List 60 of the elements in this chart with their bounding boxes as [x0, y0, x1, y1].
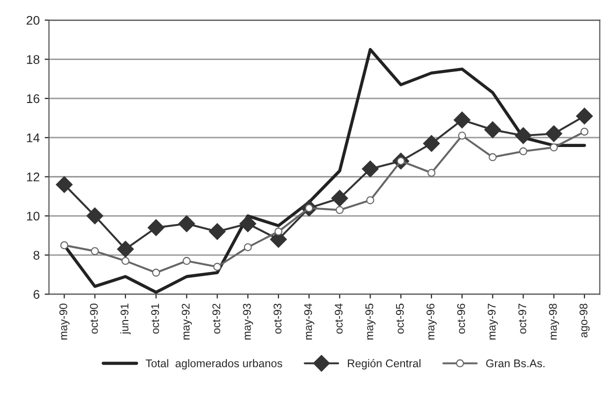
- point: [580, 128, 588, 136]
- point: [121, 256, 130, 265]
- point: [178, 215, 196, 232]
- x-tick-label: may-92: [182, 304, 192, 340]
- x-tick-label: oct-97: [518, 304, 526, 334]
- x-tick-label: may-94: [304, 304, 314, 340]
- x-tick-label: oct-90: [90, 304, 98, 334]
- point: [86, 208, 104, 224]
- legend-label: Región Central: [348, 359, 420, 370]
- y-tick-label: 16: [26, 94, 40, 104]
- point: [244, 243, 252, 252]
- point: [488, 153, 497, 162]
- point: [484, 121, 502, 138]
- y-tick-label: 10: [26, 212, 40, 221]
- legend-label: Gran Bs.As.: [486, 359, 544, 368]
- point: [427, 168, 436, 177]
- point: [366, 196, 374, 204]
- point: [550, 143, 558, 152]
- point: [458, 132, 466, 140]
- point: [362, 160, 379, 178]
- point: [454, 112, 470, 128]
- x-tick-label: may-97: [488, 304, 498, 340]
- point: [208, 223, 226, 240]
- y-tick-label: 18: [26, 55, 40, 64]
- y-tick-label: 6: [34, 290, 40, 299]
- x-tick-label: may-96: [426, 304, 437, 340]
- x-tick-label: oct-92: [212, 304, 220, 334]
- x-tick-label: oct-95: [396, 304, 404, 334]
- y-tick-label: 12: [26, 172, 40, 182]
- point: [545, 125, 562, 142]
- x-tick-label: may-95: [365, 304, 376, 340]
- legend-label: Total aglomerados urbanos: [146, 359, 282, 370]
- point: [331, 190, 348, 207]
- x-tick-label: oct-94: [334, 304, 343, 334]
- point: [56, 176, 73, 193]
- y-tick-label: 8: [34, 250, 40, 260]
- x-tick-label: oct-91: [151, 304, 160, 334]
- x-tick-label: may-98: [548, 304, 560, 340]
- y-tick-label: 14: [26, 134, 40, 142]
- x-tick-label: may-90: [59, 304, 70, 340]
- point: [576, 108, 593, 124]
- point: [90, 247, 99, 256]
- point: [152, 268, 160, 277]
- point: [60, 241, 68, 250]
- point: [239, 215, 256, 232]
- point: [148, 219, 164, 236]
- x-tick-label: oct-93: [274, 304, 282, 334]
- x-tick-label: may-93: [242, 304, 254, 340]
- point: [423, 135, 440, 152]
- y-tick-label: 20: [26, 16, 40, 25]
- point: [213, 262, 222, 271]
- x-tick-label: ago-98: [580, 304, 590, 338]
- point: [514, 127, 532, 144]
- x-tick-label: jun-91: [120, 304, 131, 334]
- point: [519, 147, 528, 156]
- point: [117, 240, 134, 258]
- x-tick-label: oct-96: [457, 304, 466, 334]
- point: [336, 206, 344, 214]
- point: [182, 256, 191, 265]
- point: [274, 228, 282, 236]
